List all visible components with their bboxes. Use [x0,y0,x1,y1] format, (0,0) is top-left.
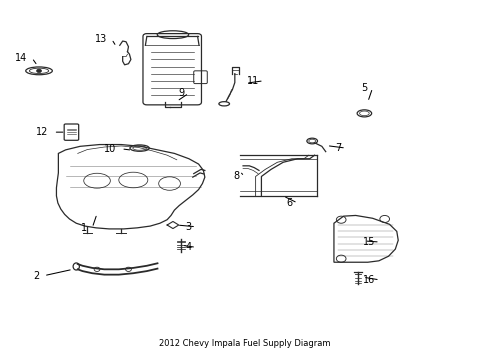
Text: 4: 4 [185,242,191,252]
Text: 16: 16 [362,275,374,285]
Text: 5: 5 [361,83,367,93]
Text: 12: 12 [36,127,49,137]
Text: 1: 1 [81,223,87,233]
Text: 13: 13 [94,34,106,44]
Text: 8: 8 [233,171,239,181]
Text: 2012 Chevy Impala Fuel Supply Diagram: 2012 Chevy Impala Fuel Supply Diagram [159,339,329,348]
Text: 11: 11 [246,76,259,86]
Circle shape [37,69,41,73]
Text: 14: 14 [15,53,27,63]
Text: 3: 3 [185,222,191,232]
Text: 9: 9 [178,88,183,98]
Text: 6: 6 [286,198,292,208]
Text: 15: 15 [362,237,374,247]
Text: 7: 7 [334,143,341,153]
Text: 10: 10 [104,144,116,154]
Text: 2: 2 [33,271,39,281]
